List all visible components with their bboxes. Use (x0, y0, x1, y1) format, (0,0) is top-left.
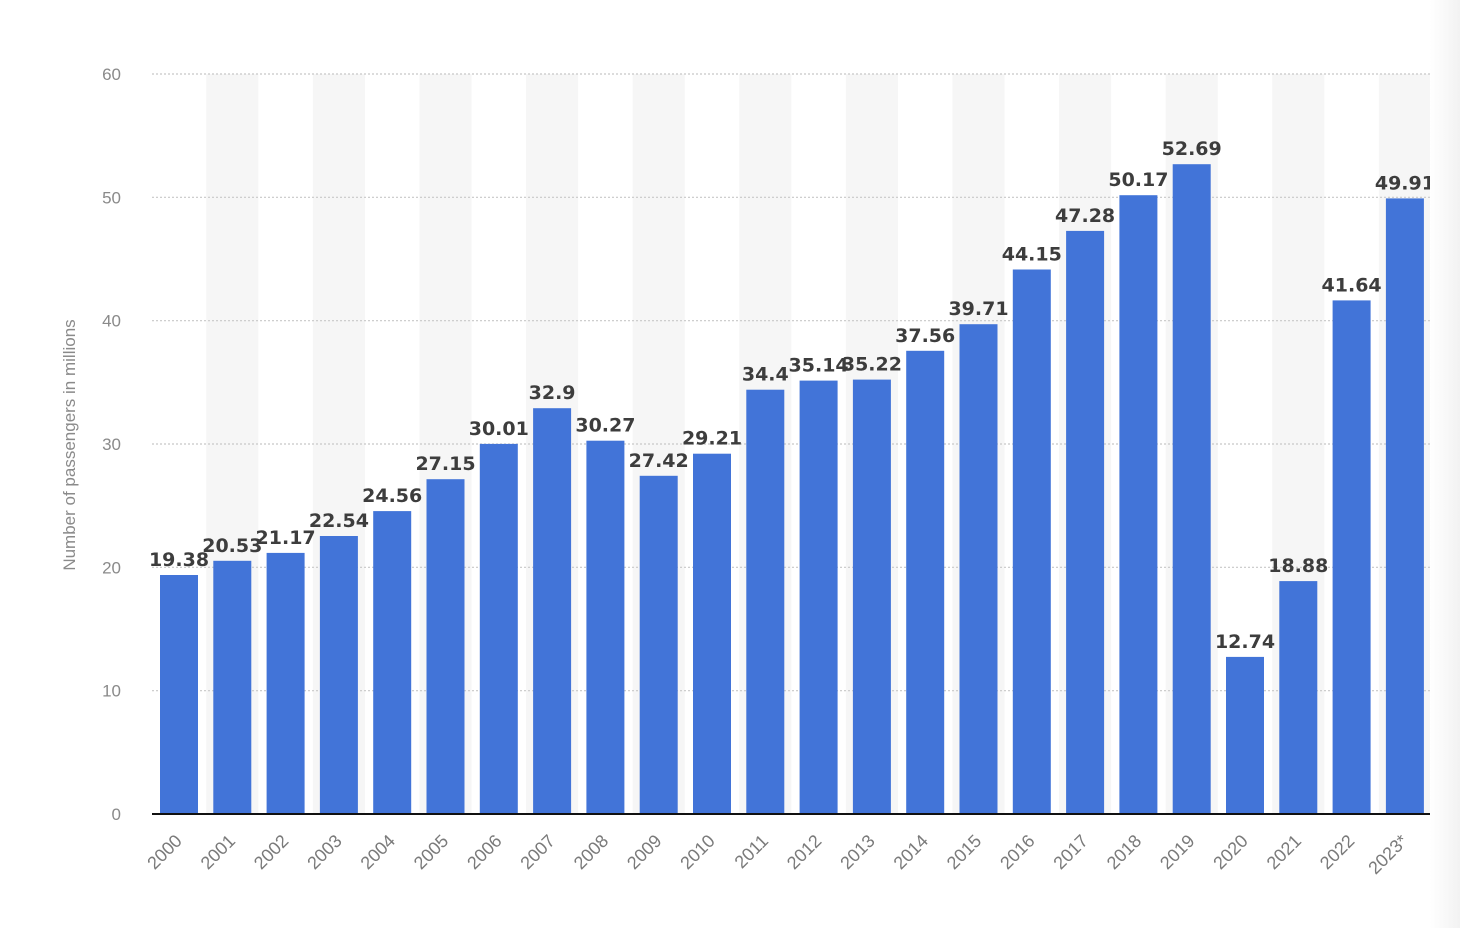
y-axis-label: Number of passengers in millions (60, 319, 79, 571)
bar (373, 511, 412, 814)
x-tick-label: 2021 (1263, 831, 1305, 873)
bar (213, 560, 252, 814)
data-label: 49.91 (1375, 172, 1435, 194)
x-tick-label: 2003 (303, 831, 345, 873)
x-tick-label: 2000 (143, 831, 185, 873)
data-label: 30.01 (469, 418, 529, 440)
x-tick-label: 2002 (250, 831, 292, 873)
bar (479, 443, 518, 814)
y-tick-label: 30 (102, 435, 121, 454)
bar (1066, 230, 1105, 814)
y-tick-label: 0 (112, 805, 121, 824)
x-tick-label: 2008 (570, 831, 612, 873)
data-label: 27.15 (415, 453, 475, 475)
data-label: 20.53 (202, 535, 262, 557)
bar (1172, 164, 1211, 814)
x-tick-label: 2014 (890, 831, 932, 873)
bar (799, 380, 838, 814)
bar (906, 350, 945, 814)
x-tick-label: 2011 (731, 831, 773, 873)
x-tick-label: 2018 (1103, 831, 1145, 873)
x-tick-label: 2005 (410, 831, 452, 873)
x-tick-label: 2019 (1156, 831, 1198, 873)
bar (1119, 195, 1158, 814)
bar (426, 479, 465, 814)
bar (319, 536, 358, 814)
y-tick-label: 60 (102, 65, 121, 84)
bar (1385, 198, 1424, 814)
x-tick-label: 2006 (463, 831, 505, 873)
bar (639, 475, 678, 814)
x-tick-label: 2022 (1316, 831, 1358, 873)
x-tick-label: 2010 (676, 831, 718, 873)
y-tick-label: 20 (102, 558, 121, 577)
data-label: 27.42 (629, 450, 689, 472)
data-label: 52.69 (1162, 138, 1222, 160)
bar (1279, 581, 1318, 814)
data-label: 22.54 (309, 510, 369, 532)
right-edge-shade (1430, 0, 1460, 928)
bar (852, 379, 891, 814)
bar (586, 440, 625, 814)
x-tick-label: 2009 (623, 831, 665, 873)
bar (693, 453, 731, 814)
data-label: 19.38 (149, 549, 209, 571)
x-tick-label: 2017 (1049, 831, 1091, 873)
bar (746, 389, 785, 814)
data-label: 50.17 (1108, 169, 1168, 191)
x-tick-label: 2020 (1209, 831, 1251, 873)
data-label: 30.27 (575, 415, 635, 437)
data-label: 21.17 (256, 527, 316, 549)
data-label: 32.9 (529, 382, 576, 404)
data-label: 12.74 (1215, 631, 1275, 653)
bar (1226, 656, 1264, 814)
bar (266, 552, 305, 814)
data-label: 29.21 (682, 428, 742, 450)
bar (533, 408, 572, 814)
x-tick-label: 2015 (943, 831, 985, 873)
bar (160, 575, 198, 814)
x-tick-label: 2023* (1364, 831, 1411, 878)
data-label: 39.71 (948, 298, 1008, 320)
data-label: 35.14 (789, 355, 849, 377)
x-tick-label: 2016 (996, 831, 1038, 873)
x-tick-label: 2001 (197, 831, 239, 873)
x-tick-label: 2004 (357, 831, 399, 873)
data-label: 34.4 (742, 364, 789, 386)
data-label: 24.56 (362, 485, 422, 507)
data-label: 47.28 (1055, 205, 1115, 227)
x-tick-label: 2013 (836, 831, 878, 873)
data-label: 37.56 (895, 325, 955, 347)
data-label: 44.15 (1002, 244, 1062, 266)
x-tick-label: 2007 (516, 831, 558, 873)
data-label: 35.22 (842, 354, 902, 376)
data-label: 18.88 (1268, 555, 1328, 577)
y-tick-label: 10 (102, 682, 121, 701)
bar (959, 324, 998, 814)
data-label: 41.64 (1322, 274, 1382, 296)
bar (1012, 269, 1051, 814)
y-tick-label: 40 (102, 312, 121, 331)
bar (1332, 300, 1371, 814)
x-tick-label: 2012 (783, 831, 825, 873)
y-tick-label: 50 (102, 188, 121, 207)
